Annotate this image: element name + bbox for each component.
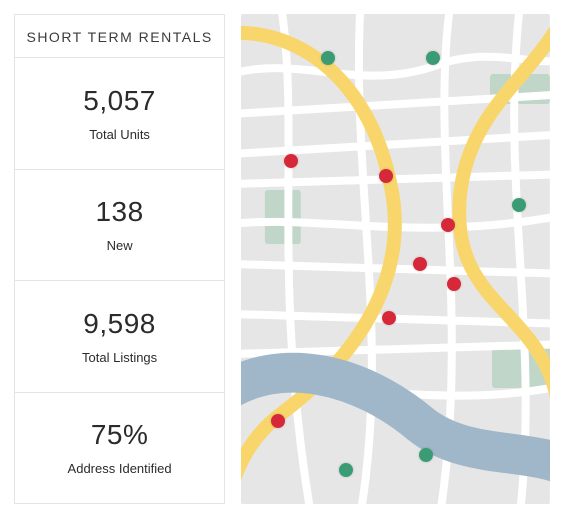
stat-new: 138 New xyxy=(15,170,224,282)
stat-label: Total Units xyxy=(89,127,150,142)
stat-value: 5,057 xyxy=(83,85,156,117)
stat-value: 75% xyxy=(91,419,149,451)
stat-value: 138 xyxy=(95,196,143,228)
map-pin-red[interactable] xyxy=(382,311,396,325)
map-pin-red[interactable] xyxy=(447,277,461,291)
map-pin-green[interactable] xyxy=(339,463,353,477)
stat-total-listings: 9,598 Total Listings xyxy=(15,281,224,393)
stats-panel: SHORT TERM RENTALS 5,057 Total Units 138… xyxy=(14,14,225,504)
stat-label: New xyxy=(107,238,133,253)
map-pin-red[interactable] xyxy=(441,218,455,232)
map-pin-green[interactable] xyxy=(419,448,433,462)
map-pin-green[interactable] xyxy=(512,198,526,212)
map-pin-green[interactable] xyxy=(321,51,335,65)
stat-value: 9,598 xyxy=(83,308,156,340)
stat-label: Total Listings xyxy=(82,350,157,365)
map-pin-red[interactable] xyxy=(271,414,285,428)
map-pin-red[interactable] xyxy=(413,257,427,271)
stat-total-units: 5,057 Total Units xyxy=(15,58,224,170)
map-pin-red[interactable] xyxy=(379,169,393,183)
map[interactable] xyxy=(241,14,550,504)
stat-address-identified: 75% Address Identified xyxy=(15,393,224,504)
stat-label: Address Identified xyxy=(68,461,172,476)
panel-title: SHORT TERM RENTALS xyxy=(15,15,224,58)
map-pin-green[interactable] xyxy=(426,51,440,65)
map-pin-red[interactable] xyxy=(284,154,298,168)
